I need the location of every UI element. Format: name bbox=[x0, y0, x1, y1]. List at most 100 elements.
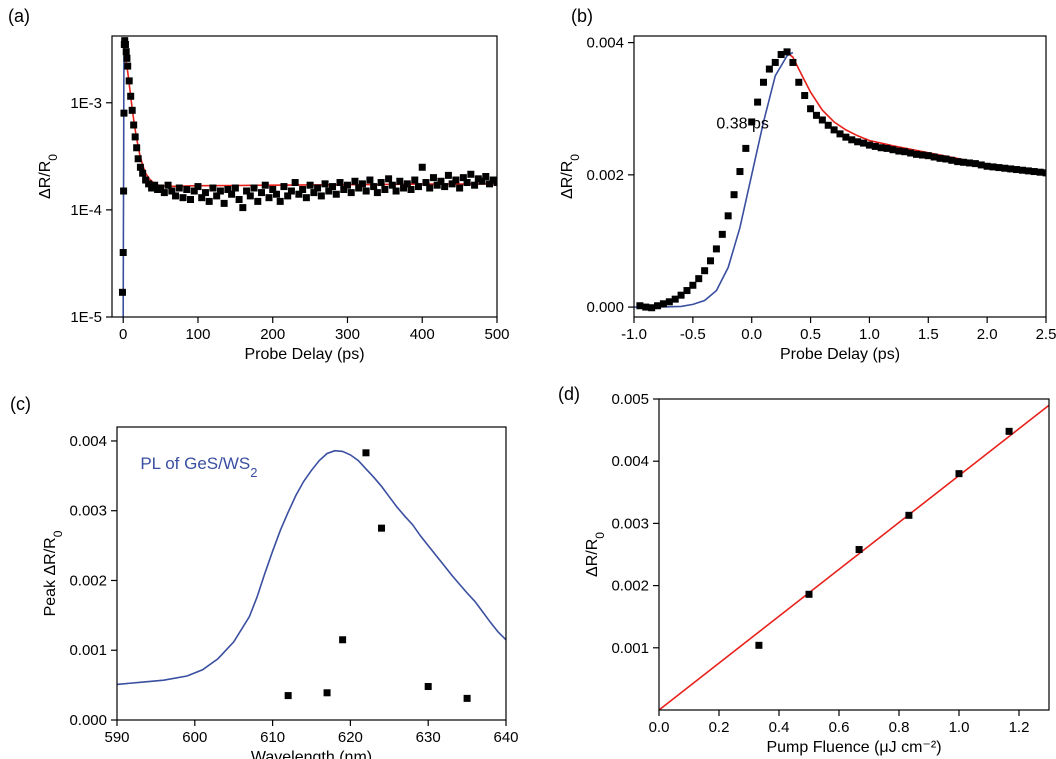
series-line bbox=[659, 404, 1049, 710]
data-point bbox=[366, 176, 374, 184]
y-tick-label: 0.003 bbox=[69, 503, 107, 520]
y-tick-label: 0.001 bbox=[69, 642, 107, 659]
data-point bbox=[842, 133, 850, 141]
y-axis-label: ΔR/R0 bbox=[584, 532, 607, 577]
data-point bbox=[355, 184, 363, 192]
data-point bbox=[871, 142, 879, 150]
data-point bbox=[730, 191, 738, 199]
data-point bbox=[1007, 165, 1015, 173]
data-point bbox=[995, 164, 1003, 172]
x-tick-label: 0.2 bbox=[709, 719, 730, 736]
data-point bbox=[269, 185, 277, 193]
data-point bbox=[805, 590, 813, 598]
data-point bbox=[1018, 166, 1026, 174]
data-point bbox=[437, 177, 445, 185]
data-point bbox=[463, 179, 471, 187]
panel-c: (c) 590 600 610 620 630 640 0.000 0.001 0.002 0.00… bbox=[10, 394, 519, 759]
series-line bbox=[634, 51, 794, 308]
data-point bbox=[415, 183, 423, 191]
data-point bbox=[1036, 168, 1044, 176]
data-point bbox=[905, 511, 913, 519]
data-point bbox=[748, 118, 756, 126]
data-point bbox=[168, 187, 176, 195]
data-point bbox=[246, 192, 254, 200]
x-tick-label: 630 bbox=[416, 729, 441, 746]
x-tick-label: 600 bbox=[182, 729, 207, 746]
data-point bbox=[765, 65, 773, 73]
data-point bbox=[942, 155, 950, 163]
data-point bbox=[392, 187, 400, 195]
annotation: 0.38 ps bbox=[716, 116, 768, 133]
data-point bbox=[1001, 164, 1009, 172]
data-point bbox=[186, 196, 194, 204]
data-point bbox=[284, 692, 292, 700]
data-point bbox=[280, 183, 288, 191]
panel-d: (d) 0.0 0.2 0.4 0.6 0.8 1.0 1.2 0.001 0.002 0.003 0… bbox=[558, 384, 1050, 756]
data-point bbox=[724, 212, 732, 220]
x-tick-label: 640 bbox=[493, 729, 518, 746]
data-point bbox=[119, 249, 127, 257]
y-tick-label: 1E-5 bbox=[70, 309, 102, 326]
data-point bbox=[157, 184, 165, 192]
x-tick-label: 100 bbox=[185, 326, 210, 343]
data-point bbox=[179, 194, 187, 202]
data-point bbox=[441, 183, 449, 191]
data-point bbox=[474, 175, 482, 183]
data-point bbox=[433, 181, 441, 189]
y-tick-label: 0.004 bbox=[69, 433, 107, 450]
data-point bbox=[276, 197, 284, 205]
data-point bbox=[771, 58, 779, 66]
data-point bbox=[478, 177, 486, 185]
data-point bbox=[848, 136, 856, 144]
x-tick-label: 400 bbox=[410, 326, 435, 343]
data-point bbox=[712, 245, 720, 253]
x-tick-label: 0.5 bbox=[800, 326, 821, 343]
plot-frame bbox=[111, 35, 498, 318]
y-tick-label: 0.003 bbox=[611, 515, 649, 532]
data-point bbox=[1042, 169, 1046, 177]
data-point bbox=[325, 187, 333, 195]
data-point bbox=[128, 106, 136, 114]
x-tick-label: 590 bbox=[104, 729, 129, 746]
x-tick-label: 1.2 bbox=[1009, 719, 1030, 736]
y-tick-label: 0.000 bbox=[69, 712, 107, 729]
data-point bbox=[121, 40, 129, 48]
data-point bbox=[665, 298, 673, 306]
data-point bbox=[865, 141, 873, 149]
data-point bbox=[336, 179, 344, 187]
data-point bbox=[362, 449, 370, 457]
data-point bbox=[400, 184, 408, 192]
data-point bbox=[205, 197, 213, 205]
data-point bbox=[120, 187, 128, 195]
data-point bbox=[463, 694, 471, 702]
data-point bbox=[134, 155, 142, 163]
data-point bbox=[907, 149, 915, 157]
x-axis-label: Probe Delay (ps) bbox=[244, 346, 364, 363]
data-point bbox=[388, 181, 396, 189]
data-point bbox=[659, 300, 667, 308]
plot-frame bbox=[633, 35, 1047, 318]
data-point bbox=[448, 180, 456, 188]
y-tick-label: 0.002 bbox=[586, 167, 624, 184]
data-point bbox=[830, 126, 838, 134]
data-point bbox=[860, 139, 868, 147]
y-tick-label: 0.002 bbox=[69, 572, 107, 589]
data-point bbox=[795, 78, 803, 86]
data-point bbox=[287, 187, 295, 195]
data-point bbox=[201, 189, 209, 197]
data-point bbox=[258, 189, 266, 197]
x-tick-label: -0.5 bbox=[680, 326, 706, 343]
data-point bbox=[254, 197, 262, 205]
y-tick-label: 0.005 bbox=[611, 391, 649, 408]
x-tick-label: 1.0 bbox=[859, 326, 880, 343]
data-point bbox=[321, 180, 329, 188]
data-point bbox=[901, 148, 909, 156]
data-point bbox=[418, 163, 426, 171]
data-point bbox=[707, 257, 715, 265]
data-point bbox=[913, 150, 921, 158]
data-point bbox=[329, 183, 337, 191]
x-tick-label: 2.5 bbox=[1036, 326, 1056, 343]
data-point bbox=[358, 180, 366, 188]
data-point bbox=[960, 158, 968, 166]
x-tick-label: 500 bbox=[484, 326, 509, 343]
